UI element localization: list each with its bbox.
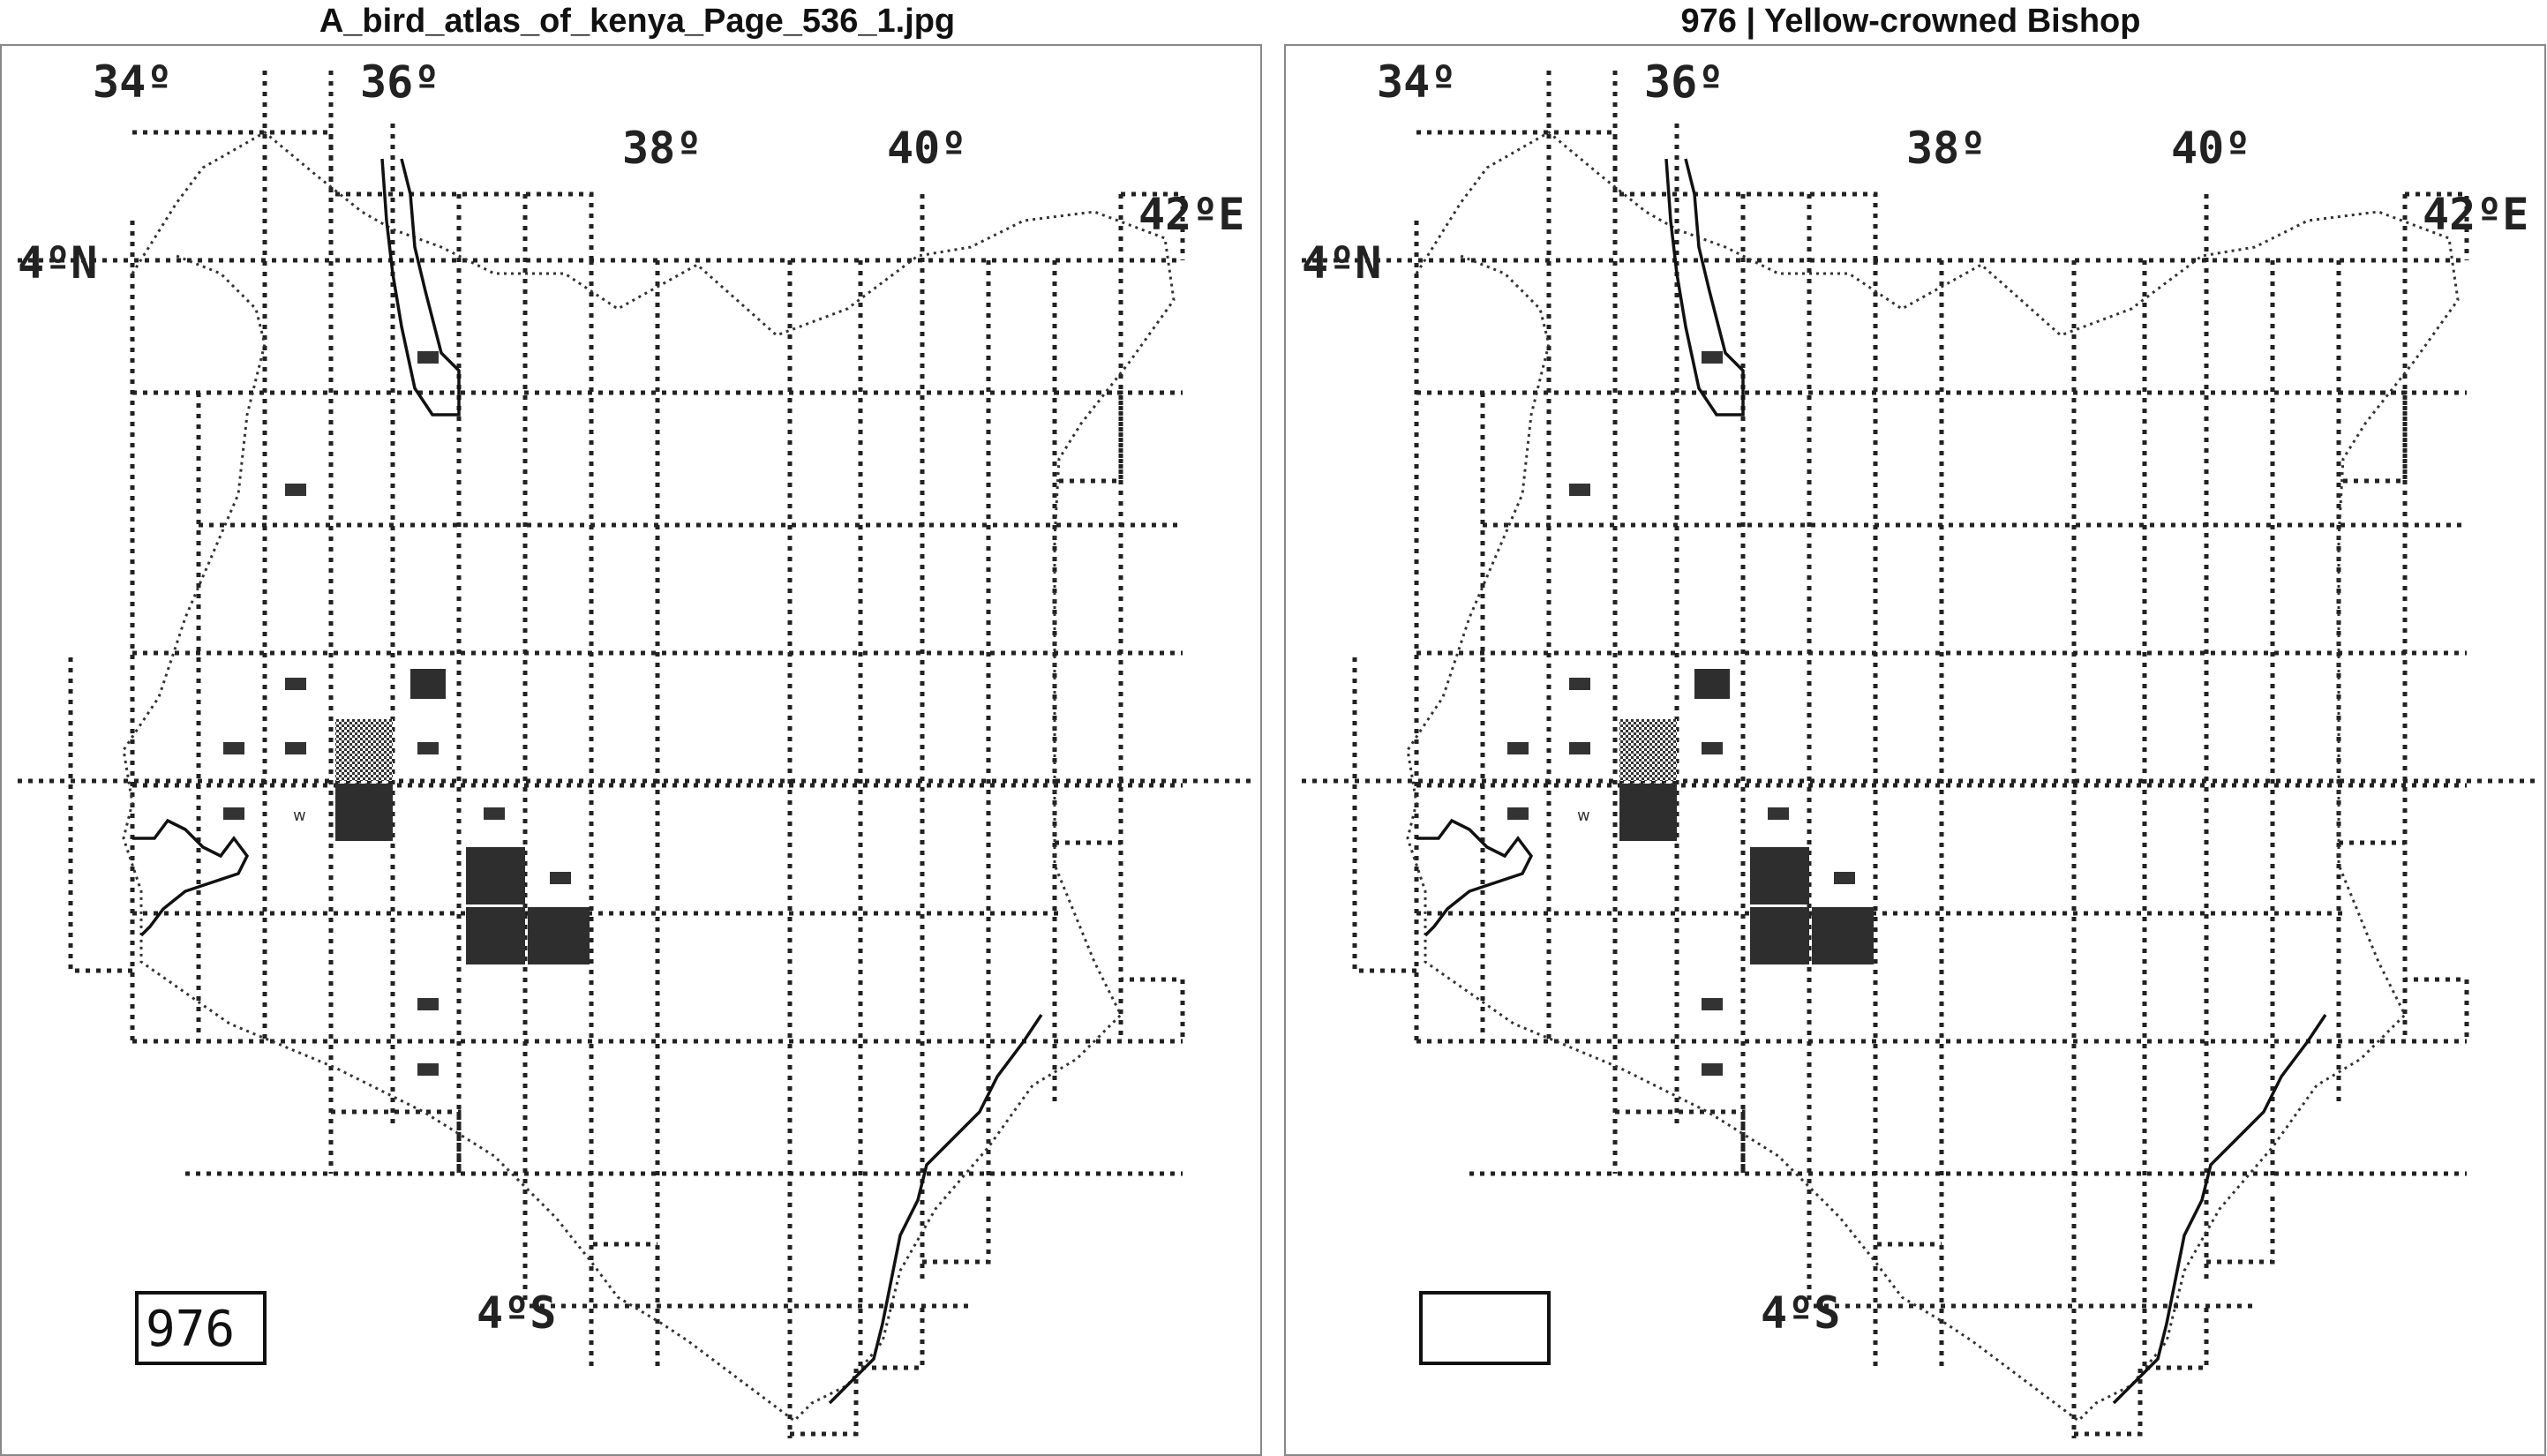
left-panel-title: A_bird_atlas_of_kenya_Page_536_1.jpg [319, 3, 956, 40]
record-small [223, 742, 244, 754]
record-hatched [1619, 719, 1677, 781]
record-small [1768, 807, 1789, 820]
record-big [410, 669, 446, 699]
label-40e: 40º [887, 123, 966, 174]
record-small [417, 742, 439, 754]
right-atlas-map: 34º 36º 38º 40º 42ºE 4ºN 4ºS w [1284, 44, 2546, 1456]
record-big [1750, 847, 1809, 904]
record-small [417, 998, 439, 1010]
record-small [1507, 742, 1529, 754]
right-panel-title: 976 | Yellow-crowned Bishop [1680, 3, 2141, 40]
map-labels: 34º 36º 38º 40º 42ºE 4ºN 4ºS [18, 56, 1244, 1339]
record-small [550, 872, 571, 884]
label-36e: 36º [1644, 56, 1724, 108]
record-small [1569, 742, 1590, 754]
record-small [1834, 872, 1855, 884]
record-small [285, 484, 306, 496]
record-small [417, 351, 439, 364]
map-labels: 34º 36º 38º 40º 42ºE 4ºN 4ºS [1302, 56, 2528, 1339]
label-4s: 4ºS [1761, 1287, 1840, 1339]
map-number-box-empty [1419, 1291, 1551, 1365]
record-small [285, 742, 306, 754]
record-small [223, 807, 244, 820]
label-4n: 4ºN [18, 237, 97, 289]
record-hatched [335, 719, 393, 781]
label-38e: 38º [622, 123, 702, 174]
map-number-box [135, 1291, 267, 1365]
label-38e: 38º [1906, 123, 1986, 174]
record-big [466, 847, 525, 904]
coastline [122, 131, 1176, 1422]
record-big [1694, 669, 1730, 699]
record-big [1812, 907, 1874, 964]
record-small [1702, 742, 1723, 754]
grid-lines [1302, 71, 2537, 1438]
record-small [1507, 807, 1529, 820]
record-small [1702, 351, 1723, 364]
record-small [1702, 998, 1723, 1010]
record-small [1569, 678, 1590, 690]
label-34e: 34º [93, 56, 172, 108]
record-small [1702, 1063, 1723, 1076]
label-42e: 42ºE [2423, 189, 2528, 240]
left-atlas-map: 34º 36º 38º 40º 42ºE 4ºN 4ºS w 976 [0, 44, 1262, 1456]
records: w [1507, 351, 1874, 1076]
record-big [335, 784, 393, 841]
record-big [1619, 784, 1677, 841]
label-34e: 34º [1377, 56, 1456, 108]
record-small [417, 1063, 439, 1076]
wetland-marker: w [1577, 807, 1590, 825]
coastline [1406, 131, 2460, 1422]
map-frame [1284, 44, 2546, 1456]
grid-lines [18, 71, 1253, 1438]
wetland-marker: w [293, 807, 306, 825]
label-42e: 42ºE [1138, 189, 1244, 240]
records: w [223, 351, 590, 1076]
label-4n: 4ºN [1302, 237, 1381, 289]
record-small [484, 807, 505, 820]
map-frame [0, 44, 1262, 1456]
record-big [528, 907, 590, 964]
record-big [1750, 907, 1809, 964]
label-40e: 40º [2171, 123, 2250, 174]
record-small [1569, 484, 1590, 496]
label-4s: 4ºS [477, 1287, 556, 1339]
label-36e: 36º [360, 56, 440, 108]
record-small [285, 678, 306, 690]
record-big [466, 907, 525, 964]
map-number: 976 [146, 1301, 235, 1358]
